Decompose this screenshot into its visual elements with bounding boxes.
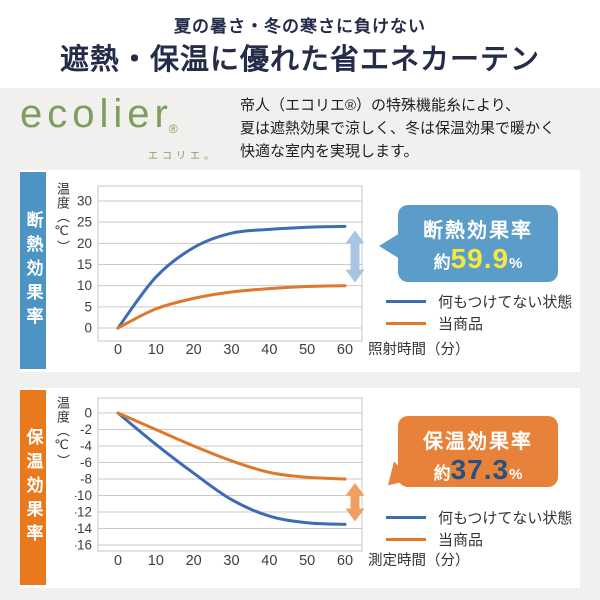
brand-intro: ecolier® エコリエ。 帝人（エコリエ®）の特殊機能糸により、 夏は遮熱効… [0, 88, 600, 168]
y-tick-label: 30 [77, 194, 92, 209]
y-tick-label: -10 [75, 488, 92, 503]
x-tick-label: 60 [337, 553, 353, 569]
brand-description: 帝人（エコリエ®）の特殊機能糸により、 夏は遮熱効果で涼しく、冬は保温効果で暖か… [240, 94, 555, 163]
retention-section-label: 保温効果率 [20, 390, 46, 585]
retention-callout-title: 保温効果率 [423, 431, 533, 453]
retention-callout-value: 約37.3% [433, 454, 523, 485]
x-tick-label: 0 [114, 342, 122, 358]
y-tick-label: 0 [84, 321, 92, 336]
insulation-y-axis-title: 温度（℃） [55, 182, 70, 254]
legend-item-no-curtain: 何もつけてない状態 [386, 506, 572, 528]
x-axis-title: 測定時間（分） [368, 552, 470, 569]
difference-arrow [345, 230, 365, 283]
x-tick-label: 50 [299, 553, 315, 569]
y-tick-label: -8 [80, 472, 92, 487]
brand-logo-wordmark: ecolier® [20, 92, 178, 136]
y-tick-label: 15 [77, 257, 92, 272]
insulation-callout-value: 約59.9% [433, 243, 523, 274]
retention-y-axis-title: 温度（℃） [55, 396, 70, 468]
legend-swatch-product [386, 537, 426, 541]
x-tick-label: 0 [114, 553, 122, 569]
legend-swatch-product [386, 321, 426, 325]
retention-callout: 保温効果率 約37.3% [378, 416, 558, 495]
y-tick-label: 25 [77, 215, 92, 230]
page-subtitle: 夏の暑さ・冬の寒さに負けない [174, 17, 426, 36]
insulation-callout: 断熱効果率 約59.9% [379, 205, 558, 282]
y-tick-label: -12 [75, 505, 92, 520]
insulation-section-label: 断熱効果率 [20, 172, 46, 369]
x-tick-label: 20 [186, 553, 202, 569]
y-tick-label: -4 [80, 439, 92, 454]
insulation-legend: 何もつけてない状態 当商品 [386, 290, 572, 334]
x-tick-label: 30 [223, 553, 239, 569]
y-tick-label: -14 [75, 521, 92, 536]
legend-swatch-no-curtain [386, 515, 426, 519]
y-tick-label: 0 [84, 406, 92, 421]
x-tick-label: 10 [148, 553, 164, 569]
y-tick-label: -16 [75, 538, 92, 553]
brand-logo: ecolier® エコリエ。 [20, 94, 228, 162]
retention-legend: 何もつけてない状態 当商品 [386, 506, 572, 550]
x-tick-label: 20 [186, 342, 202, 358]
difference-arrow [345, 483, 365, 522]
legend-item-product: 当商品 [386, 528, 572, 550]
x-tick-label: 40 [261, 553, 277, 569]
legend-item-no-curtain: 何もつけてない状態 [386, 290, 572, 312]
legend-swatch-no-curtain [386, 299, 426, 303]
page-header: 夏の暑さ・冬の寒さに負けない 遮熱・保温に優れた省エネカーテン [0, 0, 600, 88]
series-line-0 [116, 411, 347, 526]
x-tick-label: 30 [223, 342, 239, 358]
registered-mark: ® [168, 122, 178, 136]
series-line-0 [116, 224, 347, 330]
series-line-1 [116, 284, 347, 330]
insulation-chart-card: 断熱効果率 温度（℃） 30 25 20 15 10 5 0 0 10 20 30 40 50 60 照射時… [20, 170, 580, 372]
insulation-callout-tail [379, 233, 400, 259]
y-tick-label: 20 [77, 236, 92, 251]
series-line-1 [116, 411, 347, 481]
legend-item-product: 当商品 [386, 312, 572, 334]
content-area: ecolier® エコリエ。 帝人（エコリエ®）の特殊機能糸により、 夏は遮熱効… [0, 88, 600, 600]
page-title: 遮熱・保温に優れた省エネカーテン [59, 44, 540, 76]
retention-line-chart: 0-2-4-6-8-10-12-14-160102030405060測定時間（分… [75, 397, 470, 569]
y-tick-label: -2 [80, 422, 92, 437]
y-tick-label: -6 [80, 455, 92, 470]
insulation-callout-title: 断熱効果率 [423, 220, 533, 242]
y-tick-label: 5 [84, 299, 92, 314]
retention-chart-card: 保温効果率 温度（℃） 0-2-4-6-8-10-12-14-160102030… [20, 388, 580, 588]
brand-logo-subtext: エコリエ。 [148, 151, 218, 162]
brand-description-line2: 夏は遮熱効果で涼しく、冬は保温効果で暖かく [240, 119, 556, 137]
x-tick-label: 50 [299, 342, 315, 358]
brand-description-line3: 快適な室内を実現します。 [240, 142, 419, 160]
brand-description-line1: 帝人（エコリエ®）の特殊機能糸により、 [240, 96, 521, 114]
x-tick-label: 10 [148, 342, 164, 358]
x-axis-title: 照射時間（分） [368, 341, 470, 358]
y-tick-label: 10 [77, 278, 92, 293]
x-tick-label: 40 [261, 342, 277, 358]
x-tick-label: 60 [337, 342, 353, 358]
